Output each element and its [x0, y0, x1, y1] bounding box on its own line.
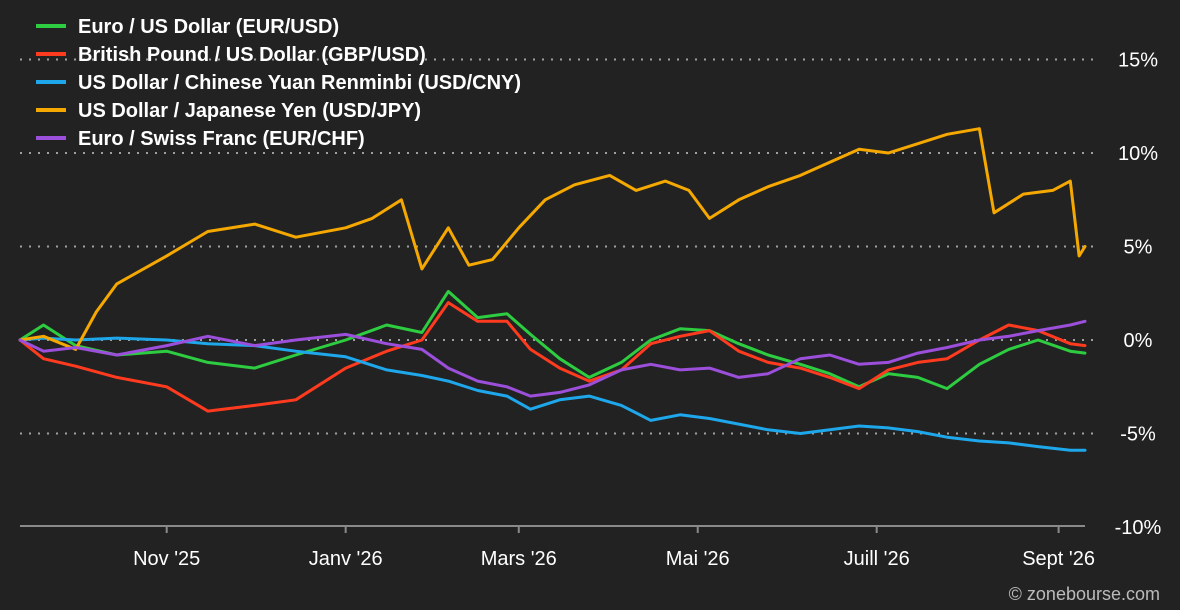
series-line-1: [18, 289, 1087, 391]
y-axis-tick-labels: 15% 10% 5% 0% -5% -10%: [1115, 50, 1162, 540]
series-line-4: [18, 127, 1087, 351]
series-line-3: [18, 336, 1087, 452]
y-tick-label: 10%: [1118, 143, 1158, 165]
x-tick-label: Juill '26: [844, 548, 910, 570]
y-tick-label: -5%: [1120, 424, 1156, 446]
series-line-2: [18, 301, 1087, 413]
series-line-5: [18, 319, 1087, 398]
watermark: © zonebourse.com: [1009, 584, 1160, 604]
y-tick-label: 5%: [1124, 237, 1153, 259]
series-lines: [18, 127, 1087, 452]
legend-label: Euro / US Dollar (EUR/USD): [78, 16, 339, 38]
x-axis: Nov '25 Janv '26 Mars '26 Mai '26 Juill '26 S…: [20, 525, 1095, 570]
x-tick-label: Nov '25: [133, 548, 200, 570]
x-tick-label: Mai '26: [666, 548, 730, 570]
legend-label: British Pound / US Dollar (GBP/USD): [78, 44, 426, 66]
legend: Euro / US Dollar (EUR/USD) British Pound …: [36, 16, 521, 150]
x-tick-label: Sept '26: [1022, 548, 1095, 570]
legend-label: US Dollar / Japanese Yen (USD/JPY): [78, 100, 421, 122]
x-tick-label: Mars '26: [481, 548, 557, 570]
y-tick-label: 0%: [1124, 330, 1153, 352]
x-tick-label: Janv '26: [309, 548, 383, 570]
legend-label: US Dollar / Chinese Yuan Renminbi (USD/C…: [78, 72, 521, 94]
gridlines: [20, 58, 1100, 435]
y-tick-label: -10%: [1115, 517, 1162, 539]
y-tick-label: 15%: [1118, 50, 1158, 72]
legend-label: Euro / Swiss Franc (EUR/CHF): [78, 128, 365, 150]
